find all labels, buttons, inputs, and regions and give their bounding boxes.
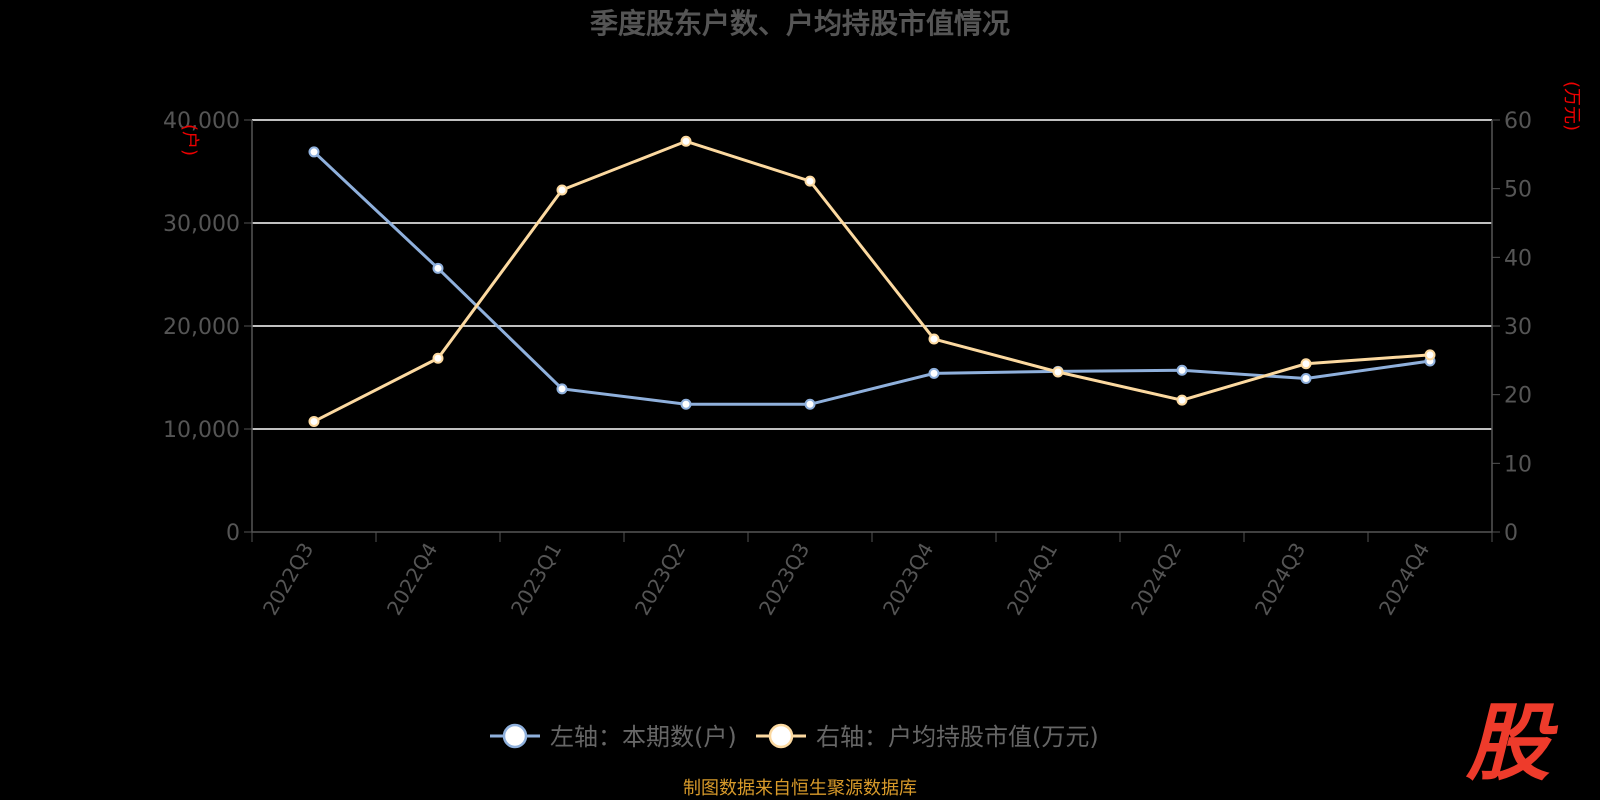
series-1-point: [1176, 394, 1188, 406]
series-line-1: [313, 139, 1431, 423]
series-1-point: [432, 352, 444, 364]
series-0-point: [804, 398, 816, 410]
y-right-tick-label: 50: [1504, 178, 1532, 203]
y-right-tick-label: 0: [1504, 521, 1518, 546]
series-1-point: [1300, 358, 1312, 370]
x-tick-label: 2022Q4: [382, 539, 442, 620]
series-0-point: [680, 398, 692, 410]
y-left-tick-label: 10,000: [163, 418, 240, 443]
grid-lines: [252, 119, 1492, 430]
legend-item-label: 右轴：户均持股市值(万元): [816, 723, 1099, 751]
series-1-point: [1424, 349, 1436, 361]
series-0-point: [308, 146, 320, 158]
y-left-tick-label: 0: [226, 521, 240, 546]
legend-item-label: 左轴：本期数(户): [550, 723, 737, 751]
x-tick-label: 2023Q3: [754, 539, 814, 620]
y-right-tick-label: 10: [1504, 452, 1532, 477]
y-axis-left-ticks: 0 10,000 20,000 30,000 40,000: [163, 109, 240, 546]
legend[interactable]: 左轴：本期数(户) 右轴：户均持股市值(万元): [490, 723, 1099, 751]
series-1-point: [556, 184, 568, 196]
series-0-point: [1300, 373, 1312, 385]
chart-title: 季度股东户数、户均持股市值情况: [590, 7, 1010, 40]
series-0-point: [432, 262, 444, 274]
x-axis-ticks: 2022Q3 2022Q4 2023Q1 2023Q2 2023Q3 2023Q4 2024…: [258, 539, 1434, 620]
legend-swatch-marker: [768, 723, 794, 749]
x-tick-label: 2022Q3: [258, 539, 318, 620]
x-tick-label: 2024Q2: [1126, 539, 1186, 620]
series-0-point: [556, 383, 568, 395]
y-right-tick-label: 30: [1504, 315, 1532, 340]
series-1-point: [308, 415, 320, 427]
y-axis-left-unit: (户): [179, 124, 200, 156]
series-line-0: [312, 150, 1431, 406]
series-1-point: [680, 135, 692, 147]
series-0-point: [928, 367, 940, 379]
x-tick-label: 2024Q3: [1250, 539, 1310, 620]
series-1-point: [1052, 366, 1064, 378]
x-tick-label: 2023Q2: [630, 539, 690, 620]
legend-swatch-marker: [502, 723, 528, 749]
x-tick-label: 2024Q4: [1374, 539, 1434, 620]
y-right-tick-label: 60: [1504, 109, 1532, 134]
series-1-point: [804, 175, 816, 187]
y-left-tick-label: 30,000: [163, 212, 240, 237]
x-tick-label: 2023Q1: [506, 539, 566, 620]
x-tick-label: 2023Q4: [878, 539, 938, 620]
source-note: 制图数据来自恒生聚源数据库: [683, 778, 917, 799]
series-group: [308, 135, 1436, 427]
axes: [244, 119, 1500, 542]
y-axis-right-unit: (万元): [1561, 81, 1582, 131]
logo-mark: 股: [1465, 694, 1559, 792]
y-left-tick-label: 40,000: [163, 109, 240, 134]
y-right-tick-label: 40: [1504, 246, 1532, 271]
series-1-point: [928, 333, 940, 345]
y-left-tick-label: 20,000: [163, 315, 240, 340]
y-right-tick-label: 20: [1504, 384, 1532, 409]
series-0-point: [1176, 364, 1188, 376]
y-axis-right-ticks: 0 10 20 30 40 50 60: [1504, 109, 1532, 546]
x-tick-label: 2024Q1: [1002, 539, 1062, 620]
